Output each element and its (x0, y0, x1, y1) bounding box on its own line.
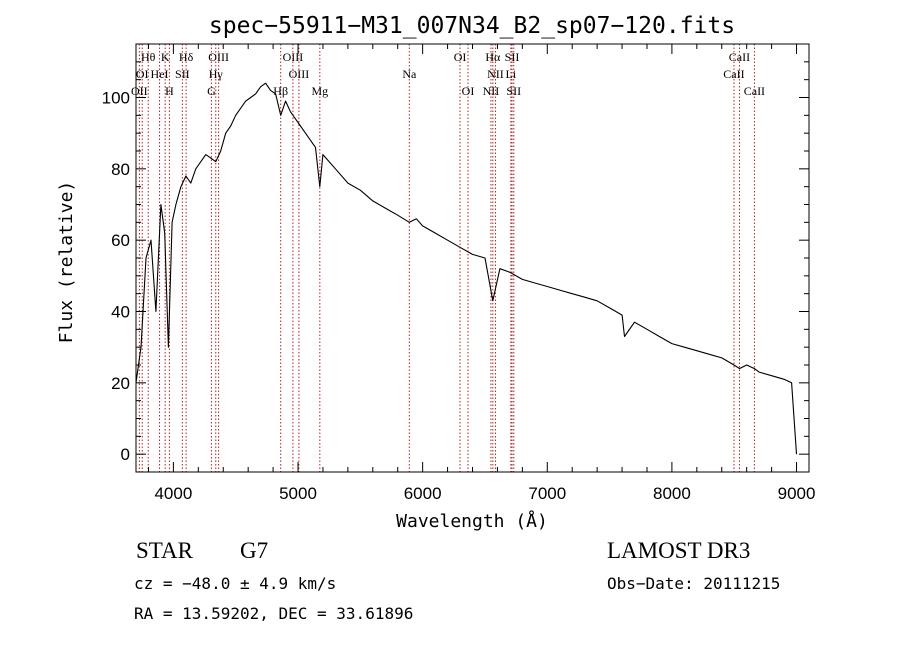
x-tick-label: 7000 (528, 484, 566, 503)
x-tick-label: 4000 (154, 484, 192, 503)
x-axis-label: Wavelength (Å) (396, 510, 548, 532)
line-label: SII (506, 84, 521, 98)
line-label: H (165, 84, 174, 98)
y-axis-label: Flux (relative) (56, 181, 77, 344)
y-tick-label: 100 (102, 89, 130, 108)
y-axis: 0 20 40 60 80 100 (102, 43, 809, 473)
x-axis: 4000 5000 6000 7000 8000 9000 (147, 44, 816, 503)
plot-frame (135, 43, 810, 473)
line-label: CaII (723, 67, 744, 81)
line-label: HeI (151, 67, 169, 81)
line-label: OII (131, 84, 148, 98)
line-label: OIII (283, 50, 304, 64)
line-label: OIII (289, 67, 310, 81)
radec-text: RA = 13.59202, DEC = 33.61896 (134, 604, 414, 623)
star-class-label: STAR (136, 538, 193, 563)
spectral-line-markers (138, 44, 755, 472)
y-tick-label: 80 (111, 160, 130, 179)
line-label: OI (454, 50, 467, 64)
cz-text: cz = −48.0 ± 4.9 km/s (134, 574, 337, 593)
line-label: Hα (485, 50, 501, 64)
line-label: Li (506, 67, 517, 81)
line-label: K (161, 50, 170, 64)
line-label: Mg (311, 84, 328, 98)
line-label: OI (136, 67, 149, 81)
obs-date-text: Obs−Date: 20111215 (607, 574, 781, 593)
chart-title: spec−55911−M31_007N34_B2_sp07−120.fits (209, 13, 735, 39)
line-label: Hθ (141, 50, 156, 64)
x-tick-label: 9000 (778, 484, 816, 503)
line-label: NII (483, 84, 500, 98)
line-label: Hγ (209, 67, 224, 81)
spectrum-line (135, 82, 798, 455)
line-label: Hδ (179, 50, 194, 64)
line-label: Hβ (273, 84, 288, 98)
line-label: NII (487, 67, 504, 81)
line-label: CaII (729, 50, 750, 64)
line-label: OI (462, 84, 475, 98)
y-tick-label: 40 (111, 303, 130, 322)
survey-label: LAMOST DR3 (607, 538, 751, 563)
x-tick-label: 8000 (653, 484, 691, 503)
subclass-label: G7 (240, 538, 269, 563)
line-label: G (207, 84, 216, 98)
line-label: SII (175, 67, 190, 81)
y-tick-label: 20 (111, 374, 130, 393)
x-tick-label: 5000 (279, 484, 317, 503)
line-label: CaII (744, 84, 765, 98)
y-tick-label: 0 (121, 445, 130, 464)
line-label: SII (505, 50, 520, 64)
x-tick-label: 6000 (404, 484, 442, 503)
line-label: Na (402, 67, 417, 81)
line-label: OIII (208, 50, 229, 64)
y-tick-label: 60 (111, 231, 130, 250)
